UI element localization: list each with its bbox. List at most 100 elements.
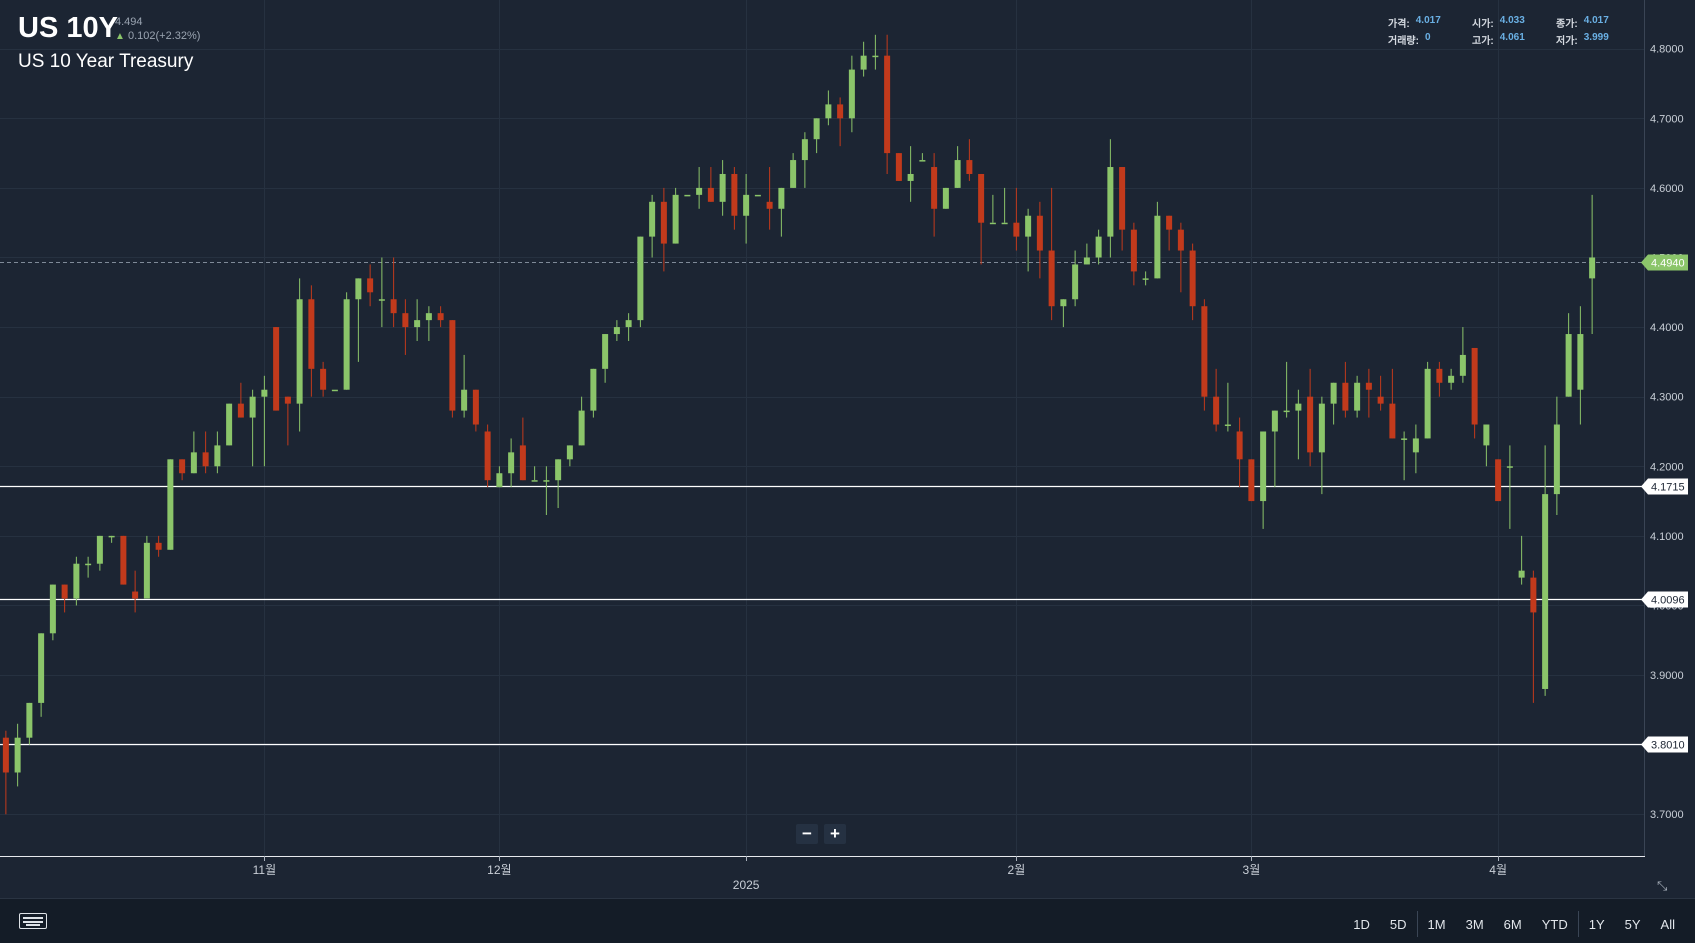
x-tick-label: 2월	[1008, 863, 1026, 877]
candle	[1119, 167, 1126, 251]
candle	[1295, 389, 1302, 460]
candle	[754, 194, 761, 197]
candle	[696, 167, 703, 209]
candle-body	[38, 633, 45, 703]
x-tick-label: 11월	[253, 863, 277, 877]
candle-body	[496, 473, 503, 488]
candle-body	[437, 313, 444, 321]
candle	[14, 723, 21, 787]
range-ytd-button[interactable]: YTD	[1541, 916, 1568, 932]
range-6m-button[interactable]: 6M	[1503, 916, 1522, 932]
plot-area[interactable]	[0, 0, 1645, 856]
zoom-out-button[interactable]: −	[796, 824, 818, 844]
candle-body	[602, 334, 609, 369]
candle	[801, 132, 808, 188]
candle-body	[625, 320, 632, 328]
candle-body	[96, 535, 103, 564]
candle	[296, 278, 303, 432]
candle-body	[778, 187, 785, 209]
candle-body	[1471, 347, 1478, 425]
candle	[190, 431, 197, 474]
candle-body	[331, 389, 338, 392]
candle-body	[1213, 396, 1220, 425]
candle	[308, 285, 315, 397]
candle	[1577, 306, 1584, 425]
range-1m-button[interactable]: 1M	[1427, 916, 1446, 932]
candle	[649, 194, 656, 258]
candle	[1318, 396, 1325, 495]
candle	[73, 556, 80, 606]
candle	[484, 424, 491, 488]
candle	[1130, 222, 1137, 286]
y-tick-label: 4.4000	[1650, 322, 1684, 334]
candle	[320, 361, 327, 397]
zoom-in-button[interactable]: +	[824, 824, 846, 844]
ohlc-value: 4.061	[1499, 32, 1525, 43]
candle	[1495, 459, 1502, 502]
candle-body	[1072, 264, 1079, 300]
candle	[237, 382, 244, 418]
candle-body	[1236, 431, 1243, 460]
candle-body	[825, 104, 832, 119]
range-5d-button[interactable]: 5D	[1389, 916, 1407, 932]
candle	[1189, 243, 1196, 321]
ohlc-value: 3.999	[1583, 32, 1609, 43]
y-axis-panel[interactable]	[1645, 0, 1695, 898]
candle	[978, 173, 985, 265]
candle-body	[989, 222, 996, 225]
collapse-icon[interactable]: ⤡	[1657, 878, 1668, 893]
ohlc-label: 거래량:	[1388, 36, 1419, 47]
candle	[461, 354, 468, 418]
candle	[1330, 382, 1337, 425]
candle	[860, 41, 867, 77]
candle-body	[273, 327, 280, 411]
candle-body	[719, 173, 726, 202]
range-1d-button[interactable]: 1D	[1353, 916, 1370, 932]
divider	[1577, 911, 1579, 937]
candle	[1060, 299, 1067, 328]
candle	[226, 403, 233, 446]
candle-body	[1095, 236, 1102, 258]
candle	[437, 306, 444, 328]
range-all-button[interactable]: All	[1660, 916, 1675, 932]
candle-body	[884, 55, 891, 154]
candle-body	[1048, 250, 1055, 307]
candle-body	[1283, 410, 1290, 413]
candle	[343, 292, 350, 390]
candle-body	[2, 737, 9, 773]
ohlc-value: 4.017	[1415, 15, 1441, 26]
candle	[1224, 382, 1231, 432]
candle	[566, 445, 573, 467]
candle-body	[684, 194, 691, 197]
range-5y-button[interactable]: 5Y	[1624, 916, 1641, 932]
candle-body	[1025, 215, 1032, 237]
candle-body	[1013, 222, 1020, 237]
candle	[1436, 361, 1443, 397]
horizontal-levels[interactable]	[0, 262, 1645, 746]
y-tick-label: 4.3000	[1650, 392, 1684, 404]
candle	[1459, 327, 1466, 383]
candle	[531, 466, 538, 482]
candle	[249, 389, 256, 467]
ohlc-value: 4.017	[1583, 15, 1609, 26]
candle-body	[1271, 410, 1278, 432]
candle-body	[1424, 368, 1431, 439]
range-3m-button[interactable]: 3M	[1465, 916, 1484, 932]
candle	[1506, 445, 1513, 529]
candle	[790, 153, 797, 188]
candle	[1271, 410, 1278, 488]
candle-body	[531, 480, 538, 482]
keyboard-icon[interactable]	[19, 913, 47, 929]
price-chart[interactable]: 3.70003.80003.90004.00004.10004.20004.30…	[0, 0, 1695, 898]
x-tick-label: 4월	[1489, 863, 1507, 877]
candle-body	[1389, 403, 1396, 439]
candle	[143, 535, 150, 599]
candle	[1166, 215, 1173, 251]
candle-body	[472, 389, 479, 425]
candle	[1142, 271, 1149, 286]
candle	[813, 118, 820, 154]
range-1y-button[interactable]: 1Y	[1588, 916, 1605, 932]
candle-body	[1495, 459, 1502, 502]
ohlc-panel: 가격: 4.017 시가: 4.033 종가: 4.017 거래량: 0 고가: 4.06…	[1388, 14, 1640, 48]
candle-body	[1565, 334, 1572, 397]
